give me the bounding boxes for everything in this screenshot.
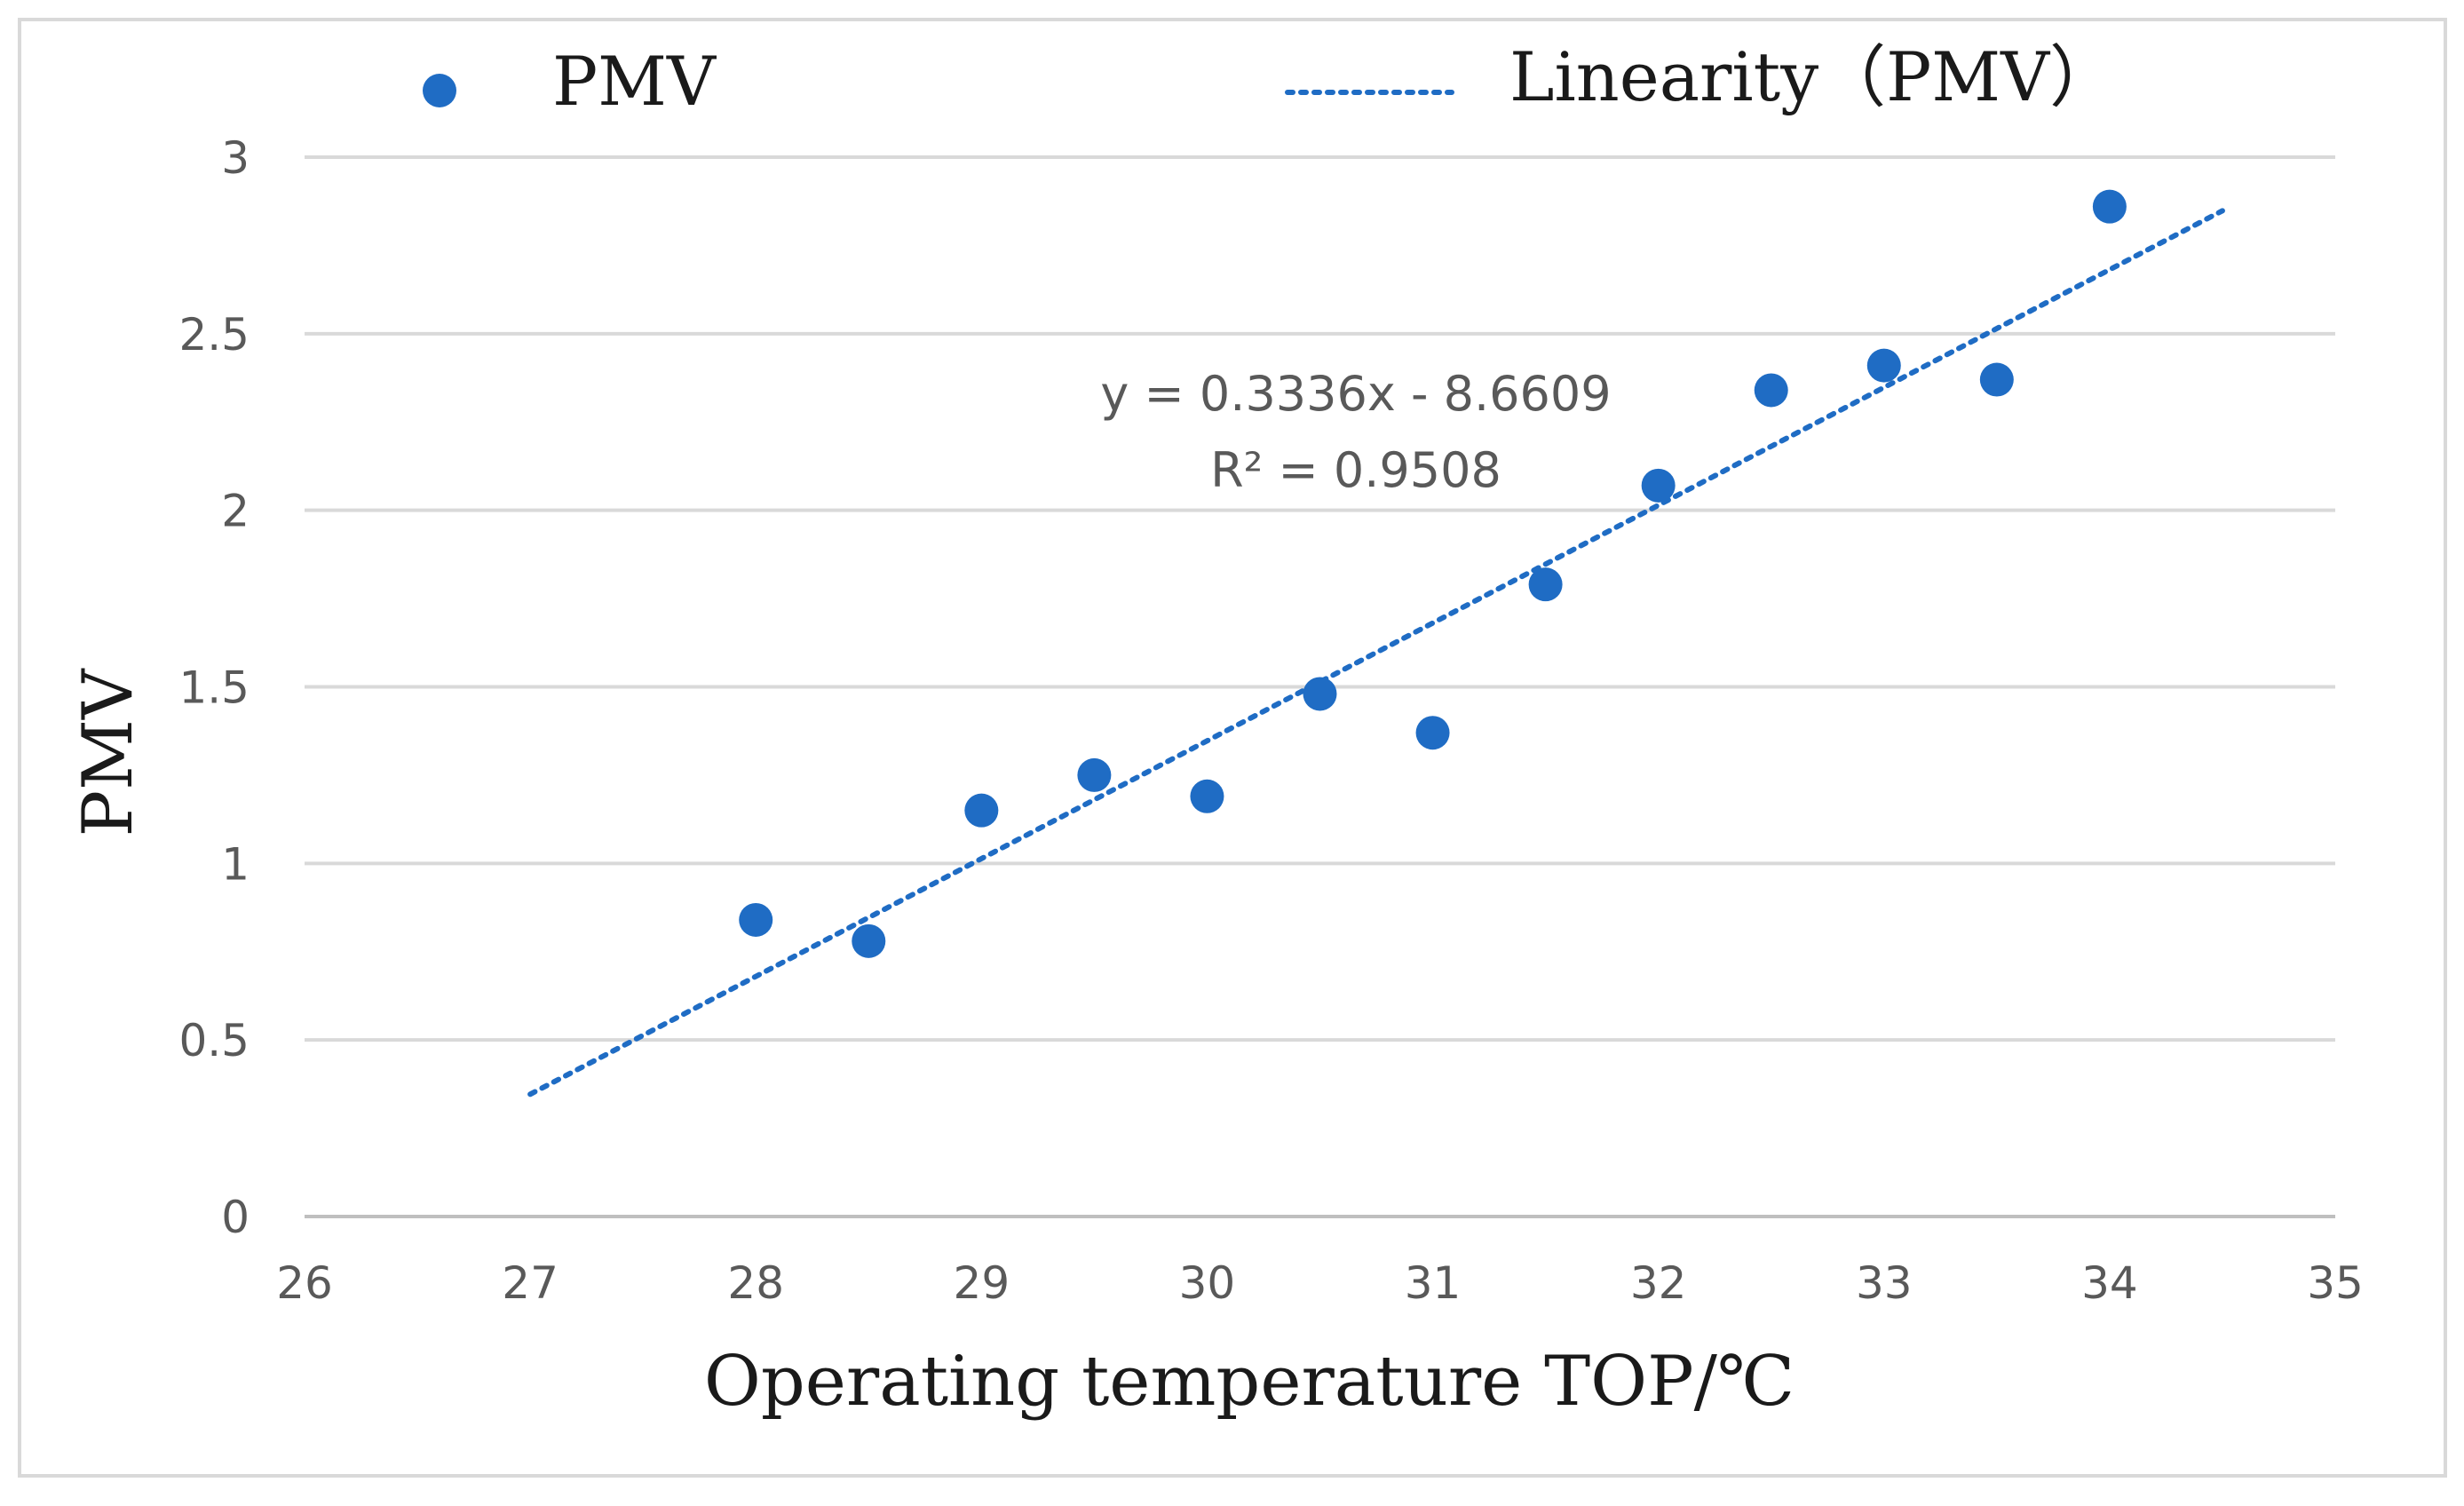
gridlines: [305, 155, 2335, 1042]
trendline-r-squared: R² = 0.9508: [1210, 442, 1501, 498]
data-point: [1190, 779, 1224, 813]
data-point: [1528, 567, 1563, 602]
y-axis-title: PMV: [68, 668, 148, 836]
y-tick-label: 2: [221, 486, 250, 537]
legend: PMV Linearity（PMV）: [423, 37, 2117, 121]
x-tick-label: 26: [276, 1257, 333, 1309]
y-tick-label: 0: [221, 1192, 250, 1243]
chart-frame: [18, 18, 2447, 1478]
data-point: [1754, 373, 1788, 408]
y-tick-label: 0.5: [178, 1015, 250, 1066]
data-point: [1641, 468, 1676, 503]
y-tick-label: 1.5: [178, 662, 250, 714]
data-point: [2092, 189, 2127, 224]
trendline-equation: y = 0.3336x - 8.6609: [1100, 366, 1611, 422]
y-tick-labels: 0 0.5 1 1.5 2 2.5 3: [178, 132, 250, 1243]
data-point: [1866, 348, 1901, 383]
trendline: [527, 208, 2225, 1098]
data-points: [739, 189, 2127, 958]
y-tick-label: 3: [221, 132, 250, 184]
x-tick-label: 27: [502, 1257, 559, 1309]
x-tick-label: 32: [1630, 1257, 1687, 1309]
x-tick-label: 29: [954, 1257, 1010, 1309]
x-tick-labels: 26 27 28 29 30 31 32 33 34 35: [276, 1257, 2364, 1309]
x-tick-label: 34: [2081, 1257, 2138, 1309]
y-tick-label: 2.5: [178, 309, 250, 361]
data-point: [1077, 757, 1112, 792]
data-point: [1979, 362, 2014, 397]
x-tick-label: 33: [1856, 1257, 1913, 1309]
y-tick-label: 1: [221, 838, 250, 890]
legend-label-linearity: Linearity（PMV）: [1509, 37, 2117, 116]
x-axis-title: Operating temperature TOP/℃: [704, 1342, 1795, 1422]
legend-marker-pmv: [423, 74, 456, 107]
data-point: [739, 902, 773, 937]
data-point: [1303, 677, 1337, 711]
data-point: [964, 793, 999, 828]
x-tick-label: 31: [1405, 1257, 1462, 1309]
x-tick-label: 30: [1179, 1257, 1236, 1309]
x-tick-label: 35: [2307, 1257, 2364, 1309]
data-point: [852, 923, 886, 958]
legend-label-pmv: PMV: [552, 42, 717, 121]
data-point: [1415, 716, 1450, 750]
x-tick-label: 28: [727, 1257, 784, 1309]
